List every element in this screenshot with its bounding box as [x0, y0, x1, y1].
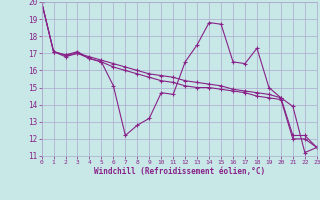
X-axis label: Windchill (Refroidissement éolien,°C): Windchill (Refroidissement éolien,°C)	[94, 167, 265, 176]
